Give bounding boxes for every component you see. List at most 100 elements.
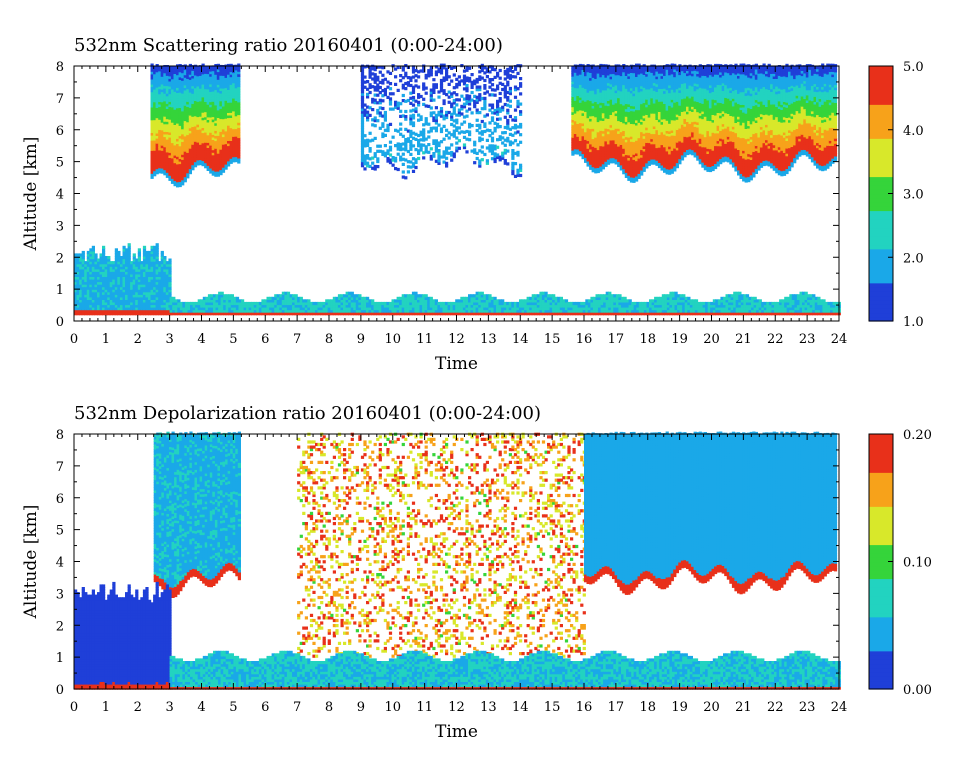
colorbar-segment xyxy=(869,308,893,314)
colorbar-segment xyxy=(869,304,893,309)
x-tick-label: 1 xyxy=(102,700,110,715)
colorbar-segment xyxy=(869,104,893,110)
colorbar-segment xyxy=(869,159,893,165)
x-tick-label: 12 xyxy=(448,332,465,347)
x-tick-label: 15 xyxy=(544,332,561,347)
scattering-ratio-panel: 532nm Scattering ratio 20160401 (0:00-24… xyxy=(21,35,924,374)
colorbar-tick-label: 2.0 xyxy=(903,251,924,266)
colorbar-segment xyxy=(869,557,893,563)
colorbar-segment xyxy=(869,642,893,648)
colorbar-segment xyxy=(869,223,893,229)
x-tick-label: 9 xyxy=(357,332,365,347)
colorbar-segment xyxy=(869,248,893,254)
x-tick-label: 10 xyxy=(384,700,401,715)
colorbar-segment xyxy=(869,608,893,614)
colorbar-segment xyxy=(869,244,893,250)
x-tick-label: 19 xyxy=(671,700,688,715)
colorbar-segment xyxy=(869,172,893,178)
colorbar-segment xyxy=(869,91,893,97)
x-tick-label: 3 xyxy=(165,332,173,347)
x-tick-label: 24 xyxy=(831,700,848,715)
colorbar-segment xyxy=(869,78,893,84)
colorbar-segment xyxy=(869,70,893,76)
colorbar-segment xyxy=(869,612,893,618)
colorbar-segment xyxy=(869,265,893,271)
colorbar-segment xyxy=(869,621,893,626)
x-tick-label: 18 xyxy=(639,700,656,715)
colorbar-segment xyxy=(869,548,893,554)
x-tick-label: 17 xyxy=(608,700,625,715)
colorbar-segment xyxy=(869,476,893,482)
x-tick-label: 20 xyxy=(703,332,720,347)
y-tick-label: 0 xyxy=(56,315,64,330)
colorbar-segment xyxy=(869,278,893,284)
colorbar-segment xyxy=(869,493,893,499)
y-tick-label: 7 xyxy=(56,460,64,475)
colorbar-segment xyxy=(869,129,893,135)
colorbar-segment xyxy=(869,578,893,584)
colorbar-segment xyxy=(869,489,893,495)
x-tick-label: 4 xyxy=(197,332,205,347)
x-tick-label: 13 xyxy=(480,332,497,347)
x-tick-label: 11 xyxy=(416,332,433,347)
colorbar-segment xyxy=(869,536,893,541)
colorbar-segment xyxy=(869,274,893,280)
colorbar-segment xyxy=(869,684,893,690)
colorbar-segment xyxy=(869,540,893,546)
depolarization-ratio-panel: 532nm Depolarization ratio 20160401 (0:0… xyxy=(21,403,932,742)
colorbar-segment xyxy=(869,629,893,635)
colorbar-segment xyxy=(869,663,893,669)
colorbar-segment xyxy=(869,446,893,452)
colorbar-segment xyxy=(869,295,893,301)
y-tick-label: 6 xyxy=(56,492,64,507)
colorbar-segment xyxy=(869,510,893,516)
colorbar-segment xyxy=(869,180,893,186)
colorbar-segment xyxy=(869,95,893,101)
colorbar-segment xyxy=(869,316,893,322)
colorbar-segment xyxy=(869,497,893,503)
colorbar-segment xyxy=(869,100,893,105)
x-tick-label: 7 xyxy=(293,700,301,715)
colorbar-segment xyxy=(869,253,893,258)
colorbar-segment xyxy=(869,66,893,71)
colorbar-segment xyxy=(869,291,893,297)
y-axis-label: Altitude [km] xyxy=(21,137,41,252)
x-tick-label: 0 xyxy=(70,700,78,715)
colorbar-segment xyxy=(869,506,893,512)
colorbar-segment xyxy=(869,125,893,131)
x-tick-label: 8 xyxy=(325,700,333,715)
colorbar-segment xyxy=(869,227,893,233)
x-tick-label: 22 xyxy=(767,700,784,715)
colorbar-segment xyxy=(869,502,893,507)
y-tick-label: 4 xyxy=(56,556,64,571)
y-axis-label: Altitude [km] xyxy=(21,505,41,620)
colorbar-segment xyxy=(869,299,893,305)
colorbar-segment xyxy=(869,121,893,127)
colorbar-segment xyxy=(869,83,893,88)
colorbar-segment xyxy=(869,112,893,118)
y-tick-label: 4 xyxy=(56,188,64,203)
colorbar-segment xyxy=(869,261,893,267)
colorbar-tick-label: 0.10 xyxy=(903,556,932,571)
colorbar-segment xyxy=(869,561,893,567)
colorbar-segment xyxy=(869,142,893,148)
y-tick-label: 8 xyxy=(56,428,64,443)
y-tick-label: 3 xyxy=(56,219,64,234)
feature-cloud xyxy=(584,431,838,595)
x-tick-label: 3 xyxy=(165,700,173,715)
colorbar-segment xyxy=(869,451,893,456)
heatmap-cells xyxy=(74,63,841,316)
colorbar-segment xyxy=(869,151,893,156)
colorbar-segment xyxy=(869,155,893,161)
colorbar-tick-label: 5.0 xyxy=(903,60,924,75)
colorbar-segment xyxy=(869,287,893,292)
y-tick-label: 1 xyxy=(56,283,64,298)
colorbar-tick-label: 0.20 xyxy=(903,428,932,443)
x-tick-label: 11 xyxy=(416,700,433,715)
colorbar: 0.00 0.10 0.20 xyxy=(868,428,932,698)
colorbar-segment xyxy=(869,523,893,529)
y-tick-label: 3 xyxy=(56,587,64,602)
colorbar-segment xyxy=(869,582,893,588)
colorbar-segment xyxy=(869,531,893,537)
colorbar-segment xyxy=(869,633,893,639)
